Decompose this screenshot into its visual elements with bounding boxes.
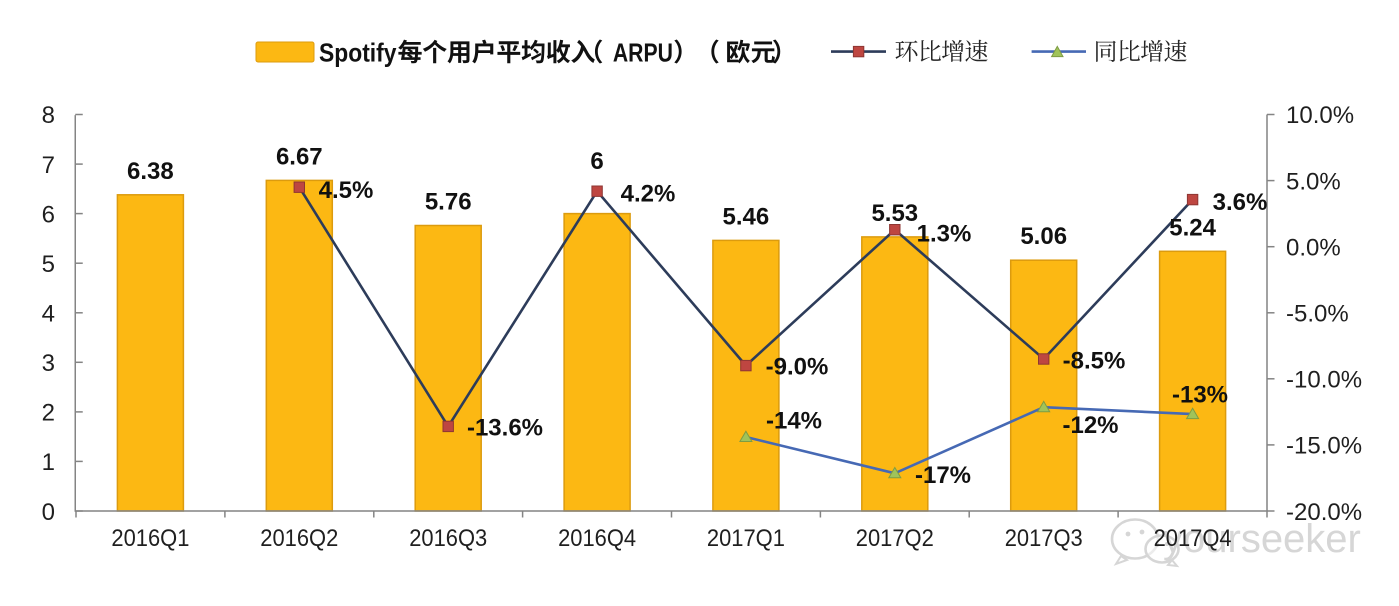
svg-text:2016Q1: 2016Q1 <box>111 525 189 552</box>
svg-text:5.0%: 5.0% <box>1286 168 1341 195</box>
svg-text:-10.0%: -10.0% <box>1286 367 1362 394</box>
svg-text:-17%: -17% <box>915 462 971 489</box>
svg-text:-13.6%: -13.6% <box>467 415 543 442</box>
svg-text:-12%: -12% <box>1062 412 1118 439</box>
svg-text:8: 8 <box>42 102 55 129</box>
svg-text:6: 6 <box>42 201 55 228</box>
svg-text:10.0%: 10.0% <box>1286 102 1354 129</box>
svg-text:0.0%: 0.0% <box>1286 234 1341 261</box>
svg-text:5: 5 <box>42 251 55 278</box>
svg-text:2017Q2: 2017Q2 <box>856 525 934 552</box>
svg-text:4: 4 <box>42 301 55 328</box>
svg-text:7: 7 <box>42 152 55 179</box>
svg-text:Spotify: Spotify <box>319 37 397 67</box>
svg-text:2016Q2: 2016Q2 <box>260 525 338 552</box>
svg-text:5.24: 5.24 <box>1169 214 1216 241</box>
svg-text:3: 3 <box>42 350 55 377</box>
svg-text:5.46: 5.46 <box>723 203 770 230</box>
svg-text:-15.0%: -15.0% <box>1286 433 1362 460</box>
svg-text:-13%: -13% <box>1172 382 1228 409</box>
svg-text:4.5%: 4.5% <box>319 177 374 204</box>
svg-text:4.2%: 4.2% <box>621 181 676 208</box>
svg-text:2017Q3: 2017Q3 <box>1005 525 1083 552</box>
svg-text:6.67: 6.67 <box>276 143 323 170</box>
svg-text:2016Q4: 2016Q4 <box>558 525 636 552</box>
svg-text:-5.0%: -5.0% <box>1286 301 1349 328</box>
svg-text:1: 1 <box>42 449 55 476</box>
svg-text:6: 6 <box>590 148 603 175</box>
svg-text:-20.0%: -20.0% <box>1286 499 1362 526</box>
svg-text:-14%: -14% <box>766 408 822 435</box>
svg-text:3.6%: 3.6% <box>1213 189 1268 216</box>
svg-text:yourseeker: yourseeker <box>1163 517 1361 561</box>
svg-text:2016Q3: 2016Q3 <box>409 525 487 552</box>
svg-text:1.3%: 1.3% <box>917 221 972 248</box>
svg-text:ARPU: ARPU <box>613 37 673 67</box>
svg-text:2017Q1: 2017Q1 <box>707 525 785 552</box>
svg-text:6.38: 6.38 <box>127 158 174 185</box>
svg-text:0: 0 <box>42 499 55 526</box>
svg-text:5.06: 5.06 <box>1020 223 1067 250</box>
svg-text:5.76: 5.76 <box>425 189 472 216</box>
svg-text:2: 2 <box>42 400 55 427</box>
svg-text:2017Q4: 2017Q4 <box>1154 525 1232 552</box>
svg-text:-9.0%: -9.0% <box>766 354 829 381</box>
svg-text:5.53: 5.53 <box>871 200 918 227</box>
svg-text:-8.5%: -8.5% <box>1063 348 1126 375</box>
